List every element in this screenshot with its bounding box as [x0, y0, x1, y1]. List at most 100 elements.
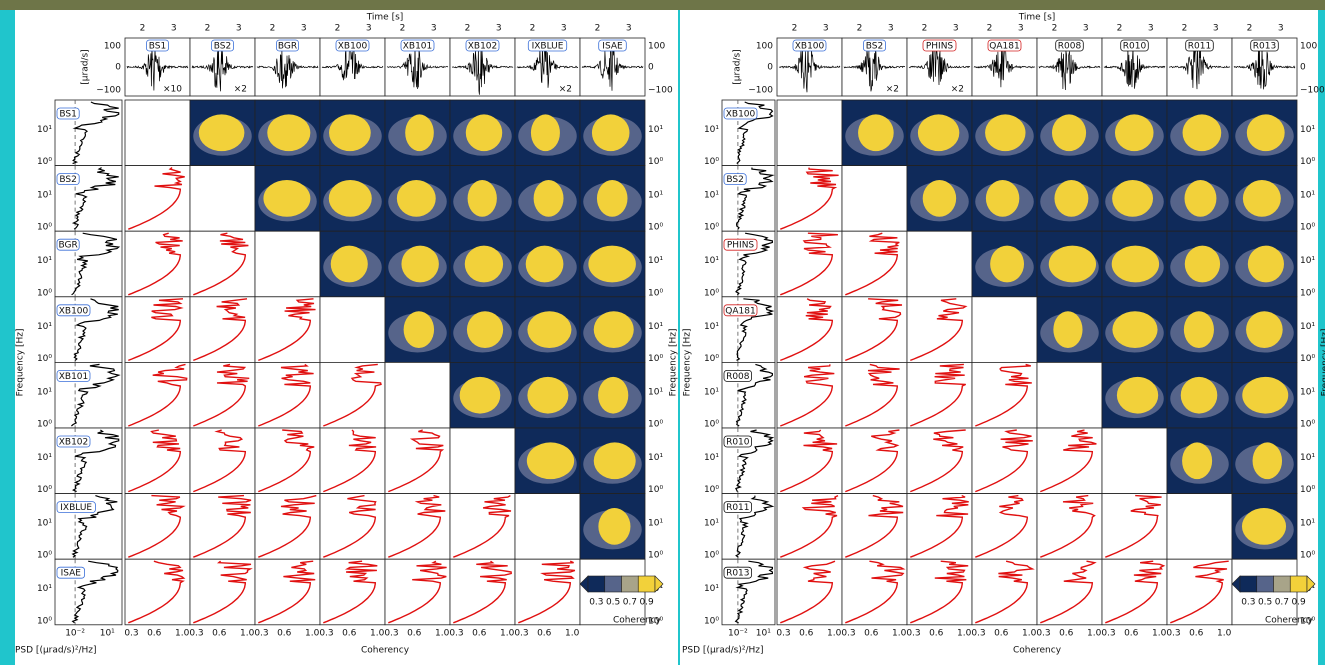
coherency-tick: 0.6	[1189, 628, 1204, 638]
coherence-map-high	[1242, 377, 1288, 414]
coherency-tick: 0.3	[776, 628, 790, 638]
time-tick: 3	[236, 24, 242, 34]
coherence-map-high	[467, 311, 503, 348]
coherence-map-high	[527, 442, 574, 479]
coherency-tick: 1.0	[1022, 628, 1037, 638]
time-tick: 2	[140, 24, 146, 34]
coherency-cell	[907, 559, 972, 625]
coherency-cell	[450, 559, 515, 625]
coherence-map-high	[404, 311, 434, 348]
time-tick: 3	[1278, 24, 1284, 34]
time-tick: 3	[626, 24, 632, 34]
coherency-cell	[450, 494, 515, 560]
station-label: BS1	[59, 110, 76, 120]
coherency-label: Coherency	[1013, 645, 1062, 655]
coherency-tick: 1.0	[1087, 628, 1102, 638]
coherency-cell	[777, 362, 842, 428]
amp-tick: −100	[96, 86, 121, 96]
coherence-map-high	[329, 180, 372, 217]
colorbar-tick: 0.3	[1241, 598, 1255, 608]
freq-tick: 10⁰	[648, 157, 663, 167]
colorbar-tick: 0.3	[589, 598, 603, 608]
amp-label: [µrad/s]	[733, 49, 743, 84]
coherence-map-high	[594, 311, 634, 348]
freq-tick: 10⁰	[704, 616, 719, 626]
freq-tick: 10⁰	[37, 616, 52, 626]
amp-tick: 0	[115, 63, 121, 73]
coherency-tick: 0.6	[472, 628, 487, 638]
station-label: XB102	[59, 438, 89, 448]
time-tick: 2	[1052, 24, 1058, 34]
freq-tick: 10¹	[648, 125, 663, 135]
freq-tick: 10¹	[1300, 453, 1315, 463]
coherence-map-high	[1052, 114, 1086, 151]
coherency-tick: 0.3	[1036, 628, 1050, 638]
psd-label: PSD [(µrad/s)²/Hz]	[682, 645, 763, 655]
station-label: QA181	[989, 42, 1019, 52]
station-label: BS1	[149, 42, 166, 52]
coherence-map-high	[598, 508, 630, 545]
coherence-map-high	[1184, 311, 1214, 348]
coherency-cell	[255, 362, 320, 428]
coherency-tick: 1.0	[1217, 628, 1232, 638]
coherence-map-high	[329, 114, 371, 151]
freq-tick: 10¹	[37, 322, 52, 332]
coherency-cell	[972, 428, 1037, 494]
coherency-tick: 0.6	[537, 628, 552, 638]
coherency-label: Coherency	[361, 645, 410, 655]
coherency-cell	[515, 494, 580, 560]
coherency-tick: 0.6	[277, 628, 292, 638]
psd-tick: 10¹	[100, 628, 115, 638]
freq-tick: 10⁰	[704, 288, 719, 298]
coherency-cell	[125, 494, 190, 560]
time-tick: 3	[953, 24, 959, 34]
scale-label: ×2	[559, 85, 572, 95]
coherency-cell	[972, 362, 1037, 428]
freq-tick: 10⁰	[704, 420, 719, 430]
freq-tick: 10¹	[648, 519, 663, 529]
freq-tick: 10¹	[648, 322, 663, 332]
station-label: BS2	[726, 175, 743, 185]
freq-tick: 10¹	[1300, 125, 1315, 135]
freq-tick: 10¹	[648, 191, 663, 201]
coherence-map-high	[597, 180, 628, 217]
coherency-tick: 1.0	[240, 628, 255, 638]
time-tick: 2	[465, 24, 471, 34]
freq-tick: 10¹	[37, 387, 52, 397]
scale-label: ×10	[163, 85, 182, 95]
time-tick: 2	[595, 24, 601, 34]
station-label: R010	[1123, 42, 1147, 52]
photo-strip	[0, 0, 1325, 10]
freq-label: Frequency [Hz]	[1321, 328, 1325, 396]
freq-tick: 10¹	[704, 387, 719, 397]
freq-tick: 10¹	[37, 191, 52, 201]
station-label: PHINS	[727, 241, 755, 251]
time-tick: 2	[335, 24, 341, 34]
coherency-cell	[842, 297, 907, 363]
freq-tick: 10⁰	[1300, 354, 1315, 364]
coherency-cell	[125, 428, 190, 494]
coherency-tick: 0.6	[799, 628, 814, 638]
station-label: IXBLUE	[60, 503, 92, 513]
freq-tick: 10⁰	[648, 420, 663, 430]
coherence-map-high	[526, 246, 564, 283]
coherency-cell	[450, 428, 515, 494]
coherency-cell	[125, 100, 190, 166]
coherency-cell	[842, 166, 907, 232]
time-tick: 3	[888, 24, 894, 34]
freq-tick: 10⁰	[1300, 420, 1315, 430]
coherence-map-high	[1115, 114, 1154, 151]
coherency-tick: 0.6	[342, 628, 357, 638]
amp-tick: −100	[648, 86, 673, 96]
coherency-tick: 0.3	[906, 628, 920, 638]
coherency-cell	[907, 231, 972, 297]
time-tick: 2	[1182, 24, 1188, 34]
coherency-tick: 0.3	[449, 628, 463, 638]
station-label: R013	[1253, 42, 1276, 52]
coherence-map-high	[588, 246, 636, 283]
freq-tick: 10¹	[37, 256, 52, 266]
colorbar-segment	[1274, 576, 1291, 592]
coherency-cell	[320, 297, 385, 363]
coherency-cell	[190, 428, 255, 494]
freq-tick: 10⁰	[37, 223, 52, 233]
